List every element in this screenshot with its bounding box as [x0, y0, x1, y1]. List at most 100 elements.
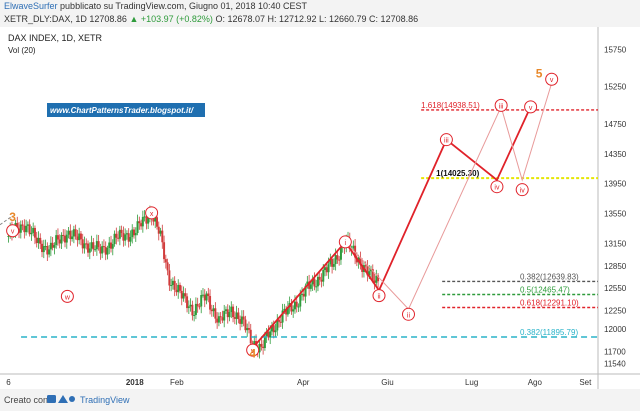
watermark-url[interactable]: www.ChartPatternsTrader.blogspot.it/ [50, 106, 194, 115]
symbol-line: XETR_DLY:DAX, 1D 12708.86 ▲ +103.97 (+0.… [4, 14, 418, 24]
x-tick-label: Apr [297, 378, 310, 387]
candle-body [102, 246, 105, 248]
candle-body [92, 242, 95, 250]
candle-body [267, 331, 270, 338]
wave-circle-label: i [345, 240, 347, 247]
candle-body [120, 229, 123, 234]
candle-body [95, 241, 98, 250]
candle-body [78, 233, 81, 241]
wave-circle-label: iii [499, 103, 504, 110]
symbol-name: XETR_DLY:DAX, 1D [4, 14, 87, 24]
wave-circle-marker [6, 224, 20, 238]
candle-body [62, 234, 65, 236]
candle-body [278, 319, 281, 322]
candle-body [301, 293, 304, 295]
candle-body [320, 279, 323, 282]
candle-body [111, 244, 114, 249]
price-chart[interactable]: 15750 15250 14750 14350 13950 13550 13150 12850… [0, 27, 640, 389]
candle-body [368, 271, 371, 276]
candle-body [304, 285, 307, 297]
candle-body [293, 301, 296, 310]
x-tick-label: Giu [381, 378, 393, 387]
y-tick-label: 13150 [604, 239, 627, 248]
candle-body [71, 236, 74, 240]
candle-body [299, 294, 302, 307]
candle-body [53, 245, 56, 248]
candle-body [265, 331, 268, 337]
wave-circle-marker [372, 289, 386, 303]
candle-body [327, 264, 330, 273]
candle-body [155, 217, 158, 227]
tradingview-logo-icon[interactable] [46, 392, 76, 406]
candle-body [35, 237, 38, 244]
y-tick-label: 11540 [604, 360, 626, 369]
candle-body [60, 234, 63, 244]
candle-body [115, 233, 118, 238]
candle-body [152, 219, 155, 222]
candle-body [246, 328, 249, 331]
candle-body [64, 235, 67, 243]
candle-body [334, 255, 337, 265]
wave-circle-label: iv [494, 185, 500, 192]
candle-body [247, 328, 250, 330]
wave-circle-marker [515, 183, 529, 197]
plot-background [0, 27, 598, 374]
candle-body [322, 269, 325, 282]
candle-body [370, 269, 373, 272]
candle-body [85, 243, 88, 245]
candle-body [209, 296, 212, 310]
candle-body [203, 294, 206, 301]
candle-body [318, 276, 321, 280]
wave-circle-marker [545, 72, 559, 86]
candle-body [308, 281, 311, 289]
candle-body [223, 310, 226, 321]
publish-header: ElwaveSurfer pubblicato su TradingView.c… [0, 0, 640, 27]
wave-circle-label: w [64, 294, 71, 301]
candle-body [72, 229, 75, 237]
candle-body [286, 307, 289, 315]
candle-body [242, 316, 245, 320]
wave-circle-marker [145, 206, 159, 220]
wave-number-label: 4 [249, 347, 256, 361]
footer: Creato con TradingView [0, 389, 640, 411]
fib-level-label: 1(14025.30) [436, 169, 479, 178]
price-change: ▲ +103.97 (+0.82%) [129, 14, 213, 24]
candle-body [302, 293, 305, 297]
candle-body [232, 306, 235, 318]
candle-body [122, 233, 125, 241]
wave-circle-marker [60, 289, 74, 303]
wave-circle-marker [338, 235, 352, 249]
candle-body [217, 316, 220, 323]
candle-body [65, 234, 68, 243]
chart-area[interactable]: 15750 15250 14750 14350 13950 13550 13150 12850… [0, 27, 640, 389]
candle-body [214, 308, 217, 319]
wave-number-label: 5 [536, 67, 543, 81]
candle-body [295, 301, 298, 307]
candle-body [315, 286, 318, 288]
candle-body [336, 255, 339, 260]
candle-body [237, 312, 240, 320]
candle-body [324, 267, 327, 270]
candle-body [171, 280, 174, 286]
candle-body [239, 319, 242, 324]
wave-circle-marker [494, 98, 508, 112]
candle-body [375, 275, 378, 283]
candle-body [311, 278, 314, 285]
candle-body [129, 237, 132, 242]
candle-body [201, 294, 204, 296]
candle-body [316, 276, 319, 287]
y-tick-label: 11700 [604, 348, 626, 357]
author-link[interactable]: ElwaveSurfer [4, 1, 58, 11]
candle-body [325, 267, 328, 273]
x-tick-label: Lug [465, 378, 478, 387]
fib-level-label: 1.618(14938.51) [421, 101, 480, 110]
wave-circle-marker [524, 100, 538, 114]
y-tick-label: 14350 [604, 150, 627, 159]
candle-body [88, 248, 91, 253]
candle-body [140, 223, 143, 227]
candle-body [249, 329, 252, 344]
candle-body [191, 304, 194, 316]
wave-circle-label: ii [377, 294, 381, 301]
tradingview-brand[interactable]: TradingView [80, 395, 130, 405]
candle-body [30, 232, 33, 235]
